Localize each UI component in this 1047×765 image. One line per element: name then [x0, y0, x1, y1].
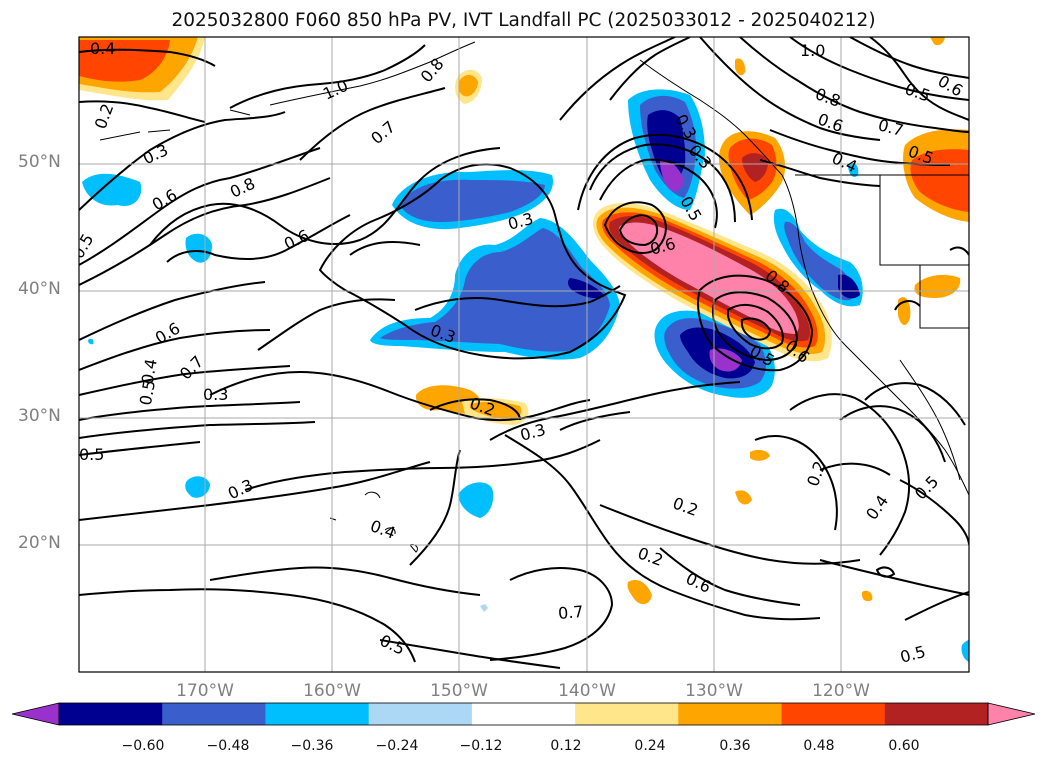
- lat-label-50n: 50°N: [18, 152, 61, 172]
- colorbar-cell: [678, 703, 783, 725]
- colorbar-left-extension: [11, 702, 60, 726]
- contour-label: 0.5: [79, 445, 104, 464]
- contour-label: 0.7: [557, 602, 584, 623]
- colorbar-cell: [265, 703, 370, 725]
- colorbar-cell: [59, 703, 163, 725]
- lat-label-30n: 30°N: [18, 406, 61, 426]
- colorbar-tick: −0.60: [121, 738, 165, 754]
- graticule: [79, 37, 969, 672]
- lon-label-160w: 160°W: [303, 681, 361, 701]
- colorbar-tick: −0.36: [290, 738, 334, 754]
- map-frame: [78, 36, 970, 673]
- pv-shading: [79, 37, 969, 662]
- colorbar-cell: [575, 703, 679, 725]
- lon-label-150w: 150°W: [430, 681, 488, 701]
- colorbar-tick: −0.12: [459, 738, 503, 754]
- colorbar: [11, 702, 1036, 726]
- lon-label-130w: 130°W: [685, 681, 743, 701]
- colorbar-cell: [368, 703, 473, 725]
- colorbar-tick: 0.12: [550, 738, 582, 754]
- contour-label: 1.0: [800, 41, 825, 60]
- colorbar-tick: 0.60: [888, 738, 920, 754]
- colorbar-tick: 0.36: [719, 738, 751, 754]
- coastlines: [99, 41, 969, 553]
- colorbar-cells: [59, 703, 989, 725]
- contour-label: 0.4: [90, 39, 115, 58]
- map-panel: 0.4 0.2 0.3 0.6 0.8 0.6 1.0 0.7 0.8 1.0 …: [79, 37, 969, 672]
- lon-label-140w: 140°W: [558, 681, 616, 701]
- colorbar-cell: [471, 703, 576, 725]
- lat-label-40n: 40°N: [18, 279, 61, 299]
- lat-label-20n: 20°N: [18, 533, 61, 553]
- colorbar-cell: [162, 703, 266, 725]
- colorbar-tick: −0.24: [375, 738, 419, 754]
- colorbar-cell: [781, 703, 886, 725]
- colorbar-right-extension: [987, 702, 1036, 726]
- contour-label: 0.5: [136, 378, 159, 406]
- colorbar-tick: 0.48: [803, 738, 835, 754]
- lon-label-170w: 170°W: [176, 681, 234, 701]
- colorbar-tick: 0.24: [634, 738, 666, 754]
- contour-label: 0.4: [138, 357, 161, 385]
- figure-title: 2025032800 F060 850 hPa PV, IVT Landfall…: [171, 10, 876, 31]
- pv-contours: [79, 37, 969, 669]
- lon-label-120w: 120°W: [812, 681, 870, 701]
- colorbar-cell: [884, 703, 989, 725]
- colorbar-tick: −0.48: [206, 738, 250, 754]
- contour-label: 0.3: [203, 385, 228, 404]
